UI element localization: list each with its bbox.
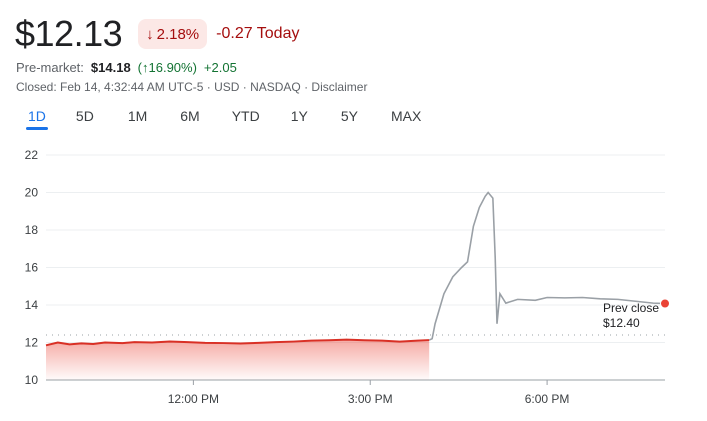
y-tick-label: 18 <box>25 223 39 237</box>
tab-1m[interactable]: 1M <box>127 108 148 124</box>
prev-close-label: Prev close <box>603 301 659 315</box>
y-tick-label: 22 <box>25 148 39 162</box>
premarket-label: Pre-market: <box>16 60 84 75</box>
current-price: $12.13 <box>15 13 123 54</box>
last-price-marker <box>660 298 670 309</box>
change-percent-value: 2.18% <box>156 25 200 43</box>
y-tick-label: 14 <box>25 298 39 312</box>
timeframe-tabs: 1D 5D 1M 6M YTD 1Y 5Y MAX <box>26 108 422 130</box>
change-percent-badge: ↓ 2.18% <box>138 19 208 49</box>
after-hours-line <box>428 191 666 341</box>
x-tick-label: 12:00 PM <box>168 392 219 406</box>
market-status-line: Closed: Feb 14, 4:32:44 AM UTC-5 · USD ·… <box>16 80 368 94</box>
regular-session-line <box>45 338 430 347</box>
tab-6m[interactable]: 6M <box>180 108 200 124</box>
y-tick-label: 16 <box>25 261 39 275</box>
today-change: -0.27 Today <box>216 25 300 42</box>
y-tick-label: 12 <box>25 336 39 350</box>
tab-1d[interactable]: 1D <box>26 108 48 130</box>
prev-close-value: $12.40 <box>603 316 640 330</box>
premarket-row: Pre-market: $14.18 (↑16.90%) +2.05 <box>16 60 237 75</box>
tab-5y[interactable]: 5Y <box>340 108 358 124</box>
tab-1y[interactable]: 1Y <box>290 108 308 124</box>
y-tick-label: 20 <box>25 186 39 200</box>
arrow-down-icon: ↓ <box>146 25 154 43</box>
x-tick-label: 3:00 PM <box>348 392 393 406</box>
tab-5d[interactable]: 5D <box>75 108 94 124</box>
x-tick-label: 6:00 PM <box>525 392 570 406</box>
quote-header: $12.13 ↓ 2.18% -0.27 Today <box>15 14 299 54</box>
tab-ytd[interactable]: YTD <box>231 108 260 124</box>
premarket-percent: (↑16.90%) <box>137 60 197 75</box>
premarket-price: $14.18 <box>90 60 131 75</box>
premarket-change: +2.05 <box>203 60 237 75</box>
y-tick-label: 10 <box>25 373 39 387</box>
tab-max[interactable]: MAX <box>390 108 422 124</box>
regular-session-area <box>46 339 430 380</box>
